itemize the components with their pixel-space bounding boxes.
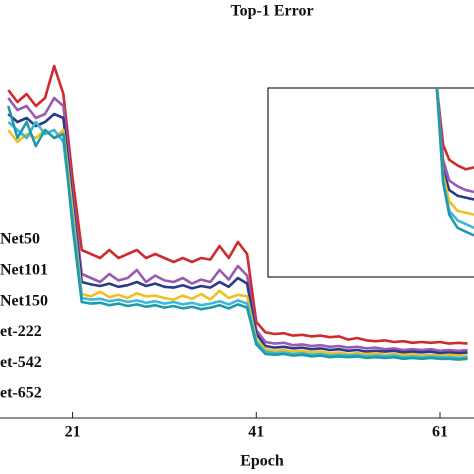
chart-title: Top-1 Error <box>230 3 313 20</box>
legend-label: Net50 <box>0 231 40 248</box>
series-line <box>7 120 468 360</box>
legend-label: et-652 <box>0 385 42 402</box>
x-tick-label: 21 <box>65 424 81 441</box>
x-tick-label: 41 <box>248 424 264 441</box>
series-line <box>7 96 468 353</box>
series-line <box>7 105 468 361</box>
x-axis-label: Epoch <box>240 453 284 470</box>
legend-label: et-222 <box>0 323 42 340</box>
inset-frame <box>267 87 474 278</box>
series-line <box>7 128 468 357</box>
legend-label: et-542 <box>0 354 42 371</box>
series-line <box>7 64 468 345</box>
legend-label: Net101 <box>0 261 48 278</box>
x-tick-label: 61 <box>432 424 448 441</box>
series-line <box>7 112 468 355</box>
legend-label: Net150 <box>0 292 48 309</box>
series-line <box>435 88 474 237</box>
